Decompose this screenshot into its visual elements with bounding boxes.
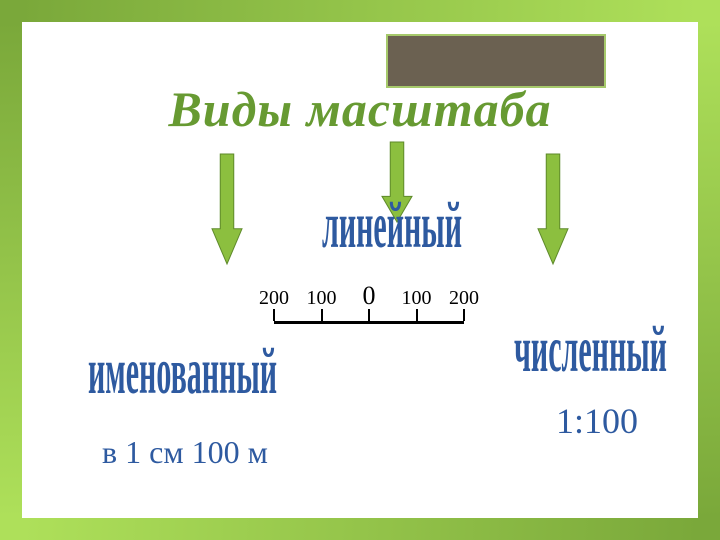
example-named: в 1 см 100 м: [102, 434, 268, 471]
down-arrow-icon: [212, 154, 242, 264]
down-arrow-icon: [538, 154, 568, 264]
scale-tick-label: 0: [363, 281, 376, 311]
scale-tick-label: 200: [449, 287, 479, 310]
example-numeric: 1:100: [556, 400, 638, 442]
scale-tick-label: 200: [259, 287, 289, 310]
scale-tick-label: 100: [402, 287, 432, 310]
scale-tick: [273, 309, 275, 321]
category-linear-label: линейный: [322, 190, 462, 265]
scale-tick: [463, 309, 465, 321]
scale-tick-label: 100: [307, 287, 337, 310]
category-numeric-label: численный: [514, 314, 667, 389]
linear-scale-bar: 2001000100200: [274, 284, 464, 324]
slide: Виды масштаба именованный линейный числе…: [0, 0, 720, 540]
scale-baseline: [274, 321, 464, 324]
scale-tick: [416, 309, 418, 321]
content-panel: Виды масштаба именованный линейный числе…: [34, 34, 686, 506]
scale-tick: [321, 309, 323, 321]
category-named-label: именованный: [88, 336, 277, 411]
